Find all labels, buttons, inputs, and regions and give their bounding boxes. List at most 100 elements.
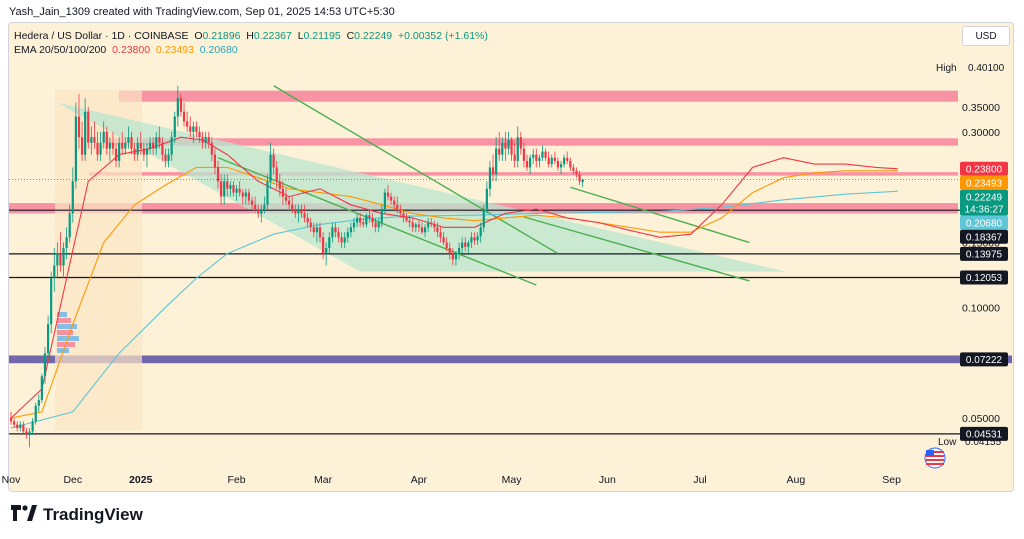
x-axis-tick-label: Jun (599, 474, 616, 486)
symbol-legend[interactable]: Hedera / US Dollar · 1D · COINBASE O0.21… (14, 30, 488, 42)
flag-icon (924, 447, 946, 469)
candle-body (522, 148, 526, 161)
flag-icon-stripe (926, 451, 944, 453)
x-axis-tick-label: Feb (228, 474, 246, 486)
candle-body (93, 137, 96, 143)
ema200-line (10, 190, 898, 429)
candle-body (405, 217, 408, 221)
flag-icon-stripe (926, 463, 944, 465)
volume-profile-bar (57, 330, 73, 335)
candle-body (414, 224, 417, 228)
candle-body (470, 237, 473, 243)
candle-body (529, 157, 532, 168)
candle-body (550, 157, 553, 165)
candle-body (71, 181, 74, 214)
trendline (523, 216, 750, 282)
candle-body (448, 247, 451, 254)
candle-body (136, 142, 139, 155)
candle-body (139, 142, 142, 149)
candle-body (127, 137, 130, 143)
candle-body (284, 196, 288, 201)
candle-body (278, 181, 281, 189)
candle-body (294, 209, 297, 214)
candle-body (254, 204, 257, 210)
ohlc-c-label: C (346, 30, 355, 42)
high-label: High (936, 63, 957, 74)
ema50-value: 0.23493 (155, 44, 194, 56)
candle-body (16, 424, 19, 429)
candle-body (498, 148, 501, 155)
currency-selector[interactable]: USD (962, 26, 1010, 46)
candle-body (173, 116, 176, 138)
price-label-text: 0.18367 (966, 232, 1003, 243)
x-axis-tick-label: Nov (2, 474, 21, 486)
x-axis-tick-label: 2025 (129, 474, 153, 486)
candle-body (235, 188, 238, 193)
candle-body (321, 237, 325, 254)
x-axis-tick-label: Sep (882, 474, 901, 486)
candle-body (423, 227, 427, 233)
candle-body (152, 142, 155, 149)
price-label-box (960, 426, 1008, 441)
volume-profile-bar (57, 324, 77, 329)
ema-layer (10, 136, 898, 429)
candle-body (207, 137, 210, 143)
ema-legend[interactable]: EMA 20/50/100/200 0.23800 0.23493 0.2068… (14, 44, 238, 56)
candle-body (479, 227, 482, 237)
candle-body (495, 148, 498, 175)
candle-body (303, 213, 306, 218)
candle-body (371, 217, 374, 223)
candle-body (491, 167, 495, 175)
candle-body (210, 142, 213, 155)
candle-body (291, 204, 294, 210)
candle-body (148, 142, 152, 149)
candle-body (59, 253, 62, 266)
candle-body (569, 160, 572, 168)
candle-body (507, 139, 510, 149)
trendline (570, 186, 750, 244)
ohlc-open: 0.21896 (202, 30, 241, 42)
candle-body (436, 227, 439, 233)
price-label-box (960, 352, 1008, 367)
countdown-label-text: 14:36:27 (965, 204, 1004, 215)
candle-body (393, 200, 396, 205)
candle-body (386, 192, 390, 197)
candle-body (396, 204, 399, 210)
candle-body (145, 148, 149, 155)
candle-body (368, 215, 371, 218)
trendlines-layer (217, 85, 750, 286)
candle-body (241, 192, 244, 197)
price-label-text: 0.23493 (966, 178, 1003, 189)
candle-body (111, 142, 115, 149)
candle-body (186, 121, 189, 127)
candle-body (244, 192, 247, 197)
ema-label: EMA 20/50/100/200 (14, 44, 107, 56)
candle-body (34, 405, 37, 422)
candle-body (84, 111, 87, 155)
candle-body (544, 151, 547, 158)
price-label-text: 0.07222 (966, 355, 1003, 366)
price-label-box (960, 189, 1008, 216)
candle-body (408, 220, 411, 223)
descending-triangle (57, 102, 787, 272)
price-label-box (960, 215, 1008, 230)
candle-body (433, 224, 436, 228)
candle-body (380, 209, 383, 223)
x-axis-tick-label: Dec (63, 474, 82, 486)
trendline (273, 85, 559, 255)
candle-body (12, 421, 16, 425)
candle-body (538, 157, 541, 161)
candle-body (158, 137, 161, 143)
candle-body (340, 237, 343, 243)
candle-body (519, 137, 522, 149)
candle-body (556, 160, 560, 168)
candle-body (56, 253, 59, 266)
candle-body (578, 174, 581, 182)
candle-body (192, 126, 195, 132)
candle-body (50, 278, 53, 325)
candle-body (105, 131, 108, 149)
currency-label: USD (975, 30, 997, 42)
candle-body (510, 139, 513, 155)
candle-body (430, 222, 433, 225)
